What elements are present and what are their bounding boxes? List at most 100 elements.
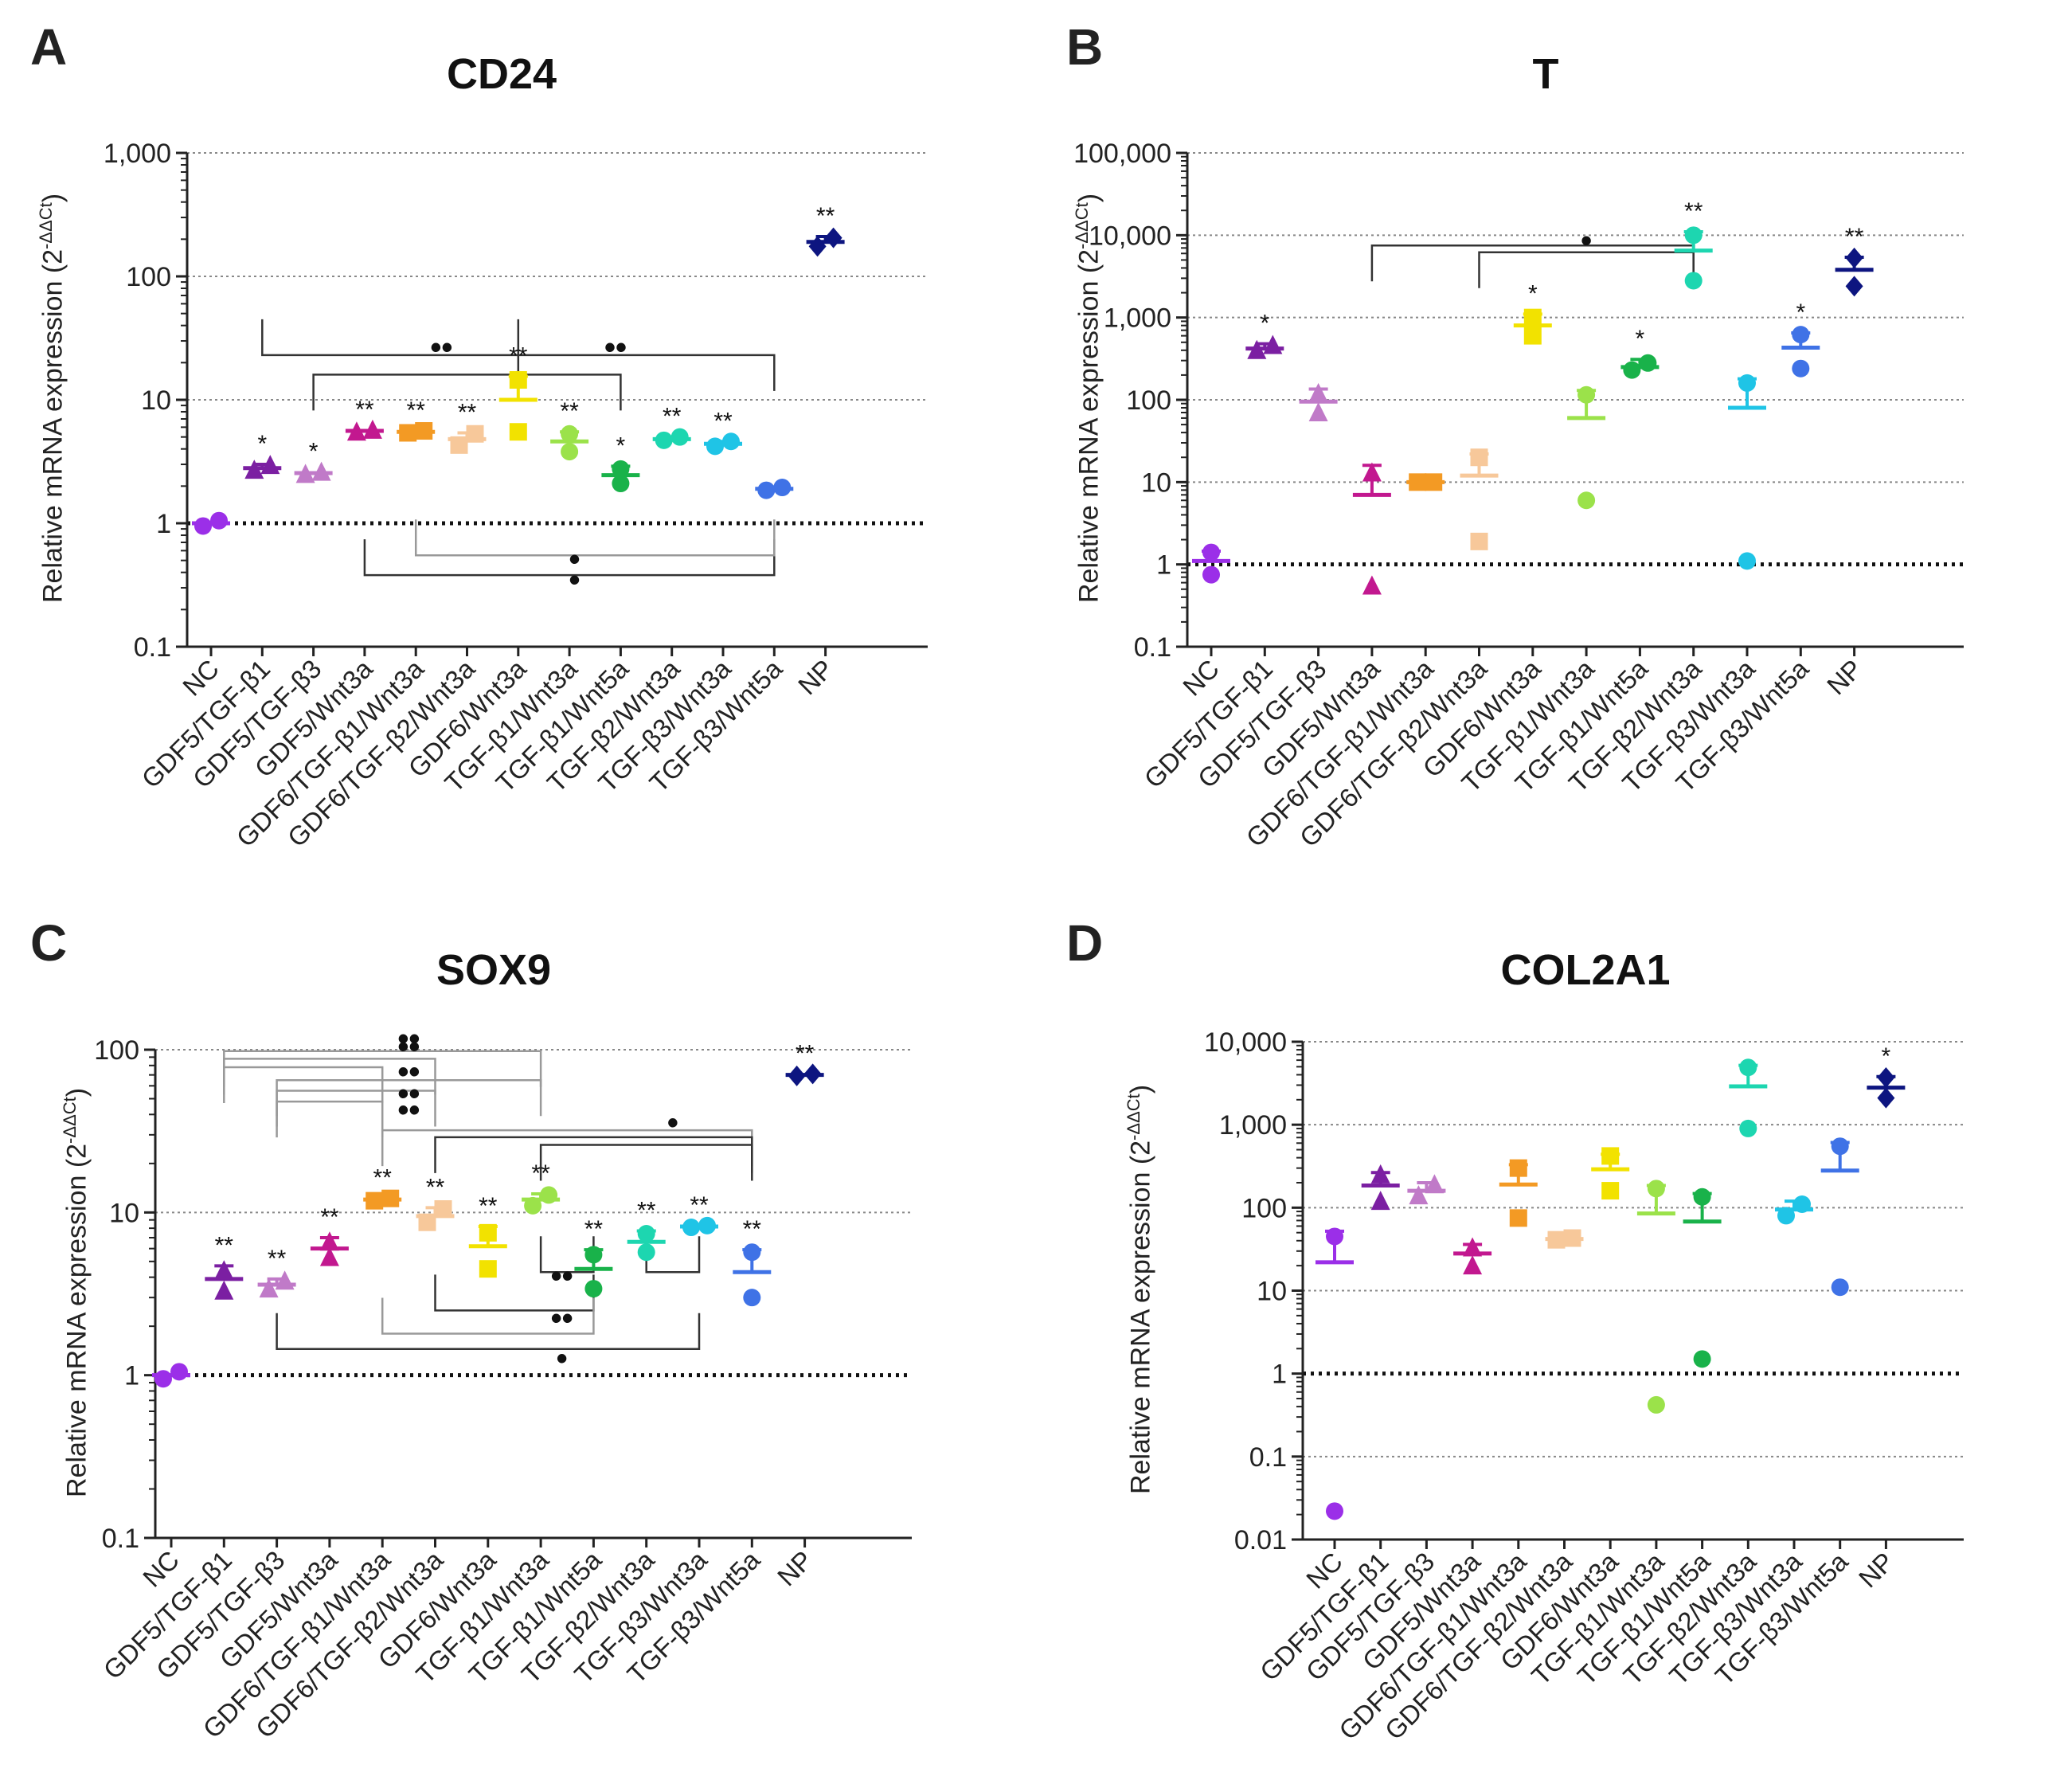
series-0 bbox=[1316, 1227, 1354, 1520]
data-point bbox=[584, 1280, 603, 1298]
series-5 bbox=[1460, 448, 1499, 550]
series-9: ** bbox=[627, 1198, 666, 1262]
data-point bbox=[1831, 1278, 1849, 1297]
series-8: ** bbox=[574, 1216, 613, 1298]
y-tick-label: 10,000 bbox=[1204, 1027, 1287, 1058]
y-tick-label: 1 bbox=[1156, 550, 1171, 581]
significance-label: ** bbox=[796, 1040, 815, 1066]
data-point bbox=[1577, 385, 1596, 404]
series-6: ** bbox=[468, 1193, 507, 1278]
x-tick-label: NP bbox=[1853, 1547, 1900, 1594]
series-0 bbox=[1192, 543, 1230, 584]
significance-bracket bbox=[434, 1136, 753, 1173]
data-point bbox=[757, 481, 776, 499]
data-point bbox=[319, 1246, 339, 1266]
data-point bbox=[1577, 491, 1596, 510]
significance-label: * bbox=[1796, 299, 1805, 326]
significance-bracket bbox=[414, 519, 776, 557]
series-9: ** bbox=[1674, 198, 1713, 290]
significance-label: ** bbox=[268, 1246, 287, 1272]
significance-mark: • bbox=[667, 1105, 678, 1141]
data-point bbox=[1792, 359, 1810, 378]
y-tick-label: 10 bbox=[141, 385, 171, 416]
series-3: ** bbox=[310, 1204, 349, 1266]
series-12: ** bbox=[806, 203, 845, 257]
significance-label: ** bbox=[509, 342, 528, 369]
series-7: ** bbox=[522, 1160, 561, 1215]
data-point bbox=[346, 421, 366, 441]
panel-a: 0.1 1 10 100 1,000 NC GDF5/TGF-β1 GDF5/TGF-β3 GD… bbox=[0, 0, 1036, 896]
y-tick-label: 100 bbox=[1126, 385, 1171, 416]
significance-mark: •• bbox=[397, 1029, 420, 1064]
data-point bbox=[1777, 1207, 1795, 1225]
series-5: ** bbox=[416, 1174, 455, 1231]
data-point bbox=[214, 1280, 234, 1300]
chart-b-title: T bbox=[1532, 50, 1559, 98]
data-point bbox=[1547, 1231, 1566, 1249]
data-point bbox=[808, 236, 827, 257]
ylabel-b-text: Relative mRNA expression (2 bbox=[1073, 248, 1104, 603]
data-point bbox=[682, 1219, 700, 1237]
series-4 bbox=[1406, 473, 1445, 491]
ylabel-a-end: ) bbox=[37, 193, 68, 203]
data-point bbox=[1739, 1119, 1757, 1137]
series-8: * bbox=[601, 432, 640, 493]
data-point bbox=[1739, 1058, 1757, 1077]
data-point bbox=[1425, 1174, 1445, 1194]
significance-label: ** bbox=[215, 1232, 234, 1258]
data-point bbox=[1845, 276, 1863, 297]
data-point bbox=[1362, 575, 1382, 595]
data-point bbox=[1523, 327, 1542, 345]
data-point bbox=[381, 1189, 400, 1207]
y-tick-label: 0.01 bbox=[1234, 1525, 1287, 1555]
ylabel-d-end: ) bbox=[1125, 1084, 1156, 1094]
series-11 bbox=[755, 479, 794, 499]
panel-d: 0.01 0.1 1 10 100 1,000 10,000 NC GDF5/TGF-β1 GDF… bbox=[1036, 896, 2072, 1792]
series-9 bbox=[1729, 1058, 1768, 1137]
data-point bbox=[1647, 1395, 1665, 1414]
y-tick-label: 100 bbox=[126, 262, 171, 292]
panel-b: 0.1 1 10 100 1,000 10,000 100,000 NC GDF5/TGF-β1… bbox=[1036, 0, 2072, 896]
series-5 bbox=[1545, 1229, 1584, 1249]
data-point bbox=[1409, 473, 1427, 491]
data-point bbox=[1308, 402, 1328, 422]
data-point bbox=[434, 1200, 452, 1219]
y-tick-label: 10 bbox=[109, 1198, 139, 1228]
data-point bbox=[466, 425, 484, 443]
data-point bbox=[743, 1289, 761, 1307]
series-10 bbox=[1775, 1195, 1813, 1225]
series-3: ** bbox=[345, 397, 384, 441]
data-point bbox=[1463, 1237, 1483, 1257]
series-4: ** bbox=[397, 397, 436, 442]
significance-label: ** bbox=[355, 397, 374, 423]
data-point bbox=[561, 443, 579, 461]
significance-label: * bbox=[257, 431, 267, 457]
data-point bbox=[698, 1216, 716, 1234]
y-tick-label: 1,000 bbox=[1104, 303, 1171, 334]
data-point bbox=[824, 227, 842, 248]
significance-bracket bbox=[381, 1297, 595, 1335]
significance-label: ** bbox=[373, 1165, 393, 1191]
significance-label: ** bbox=[531, 1160, 550, 1187]
series-0 bbox=[152, 1363, 190, 1388]
ylabel-d-sup: -ΔΔCt bbox=[1124, 1093, 1144, 1141]
significance-bracket bbox=[1370, 244, 1695, 282]
significance-mark: •• bbox=[604, 331, 627, 366]
data-point bbox=[1202, 543, 1220, 561]
y-tick-label: 0.1 bbox=[134, 632, 171, 663]
y-tick-label: 0.1 bbox=[1134, 632, 1171, 663]
data-point bbox=[1509, 1209, 1527, 1227]
data-point bbox=[1601, 1182, 1620, 1200]
ylabel-b-end: ) bbox=[1073, 193, 1104, 203]
significance-mark: •• bbox=[397, 1076, 420, 1111]
data-point bbox=[1470, 532, 1488, 550]
y-tick-label: 1 bbox=[156, 509, 171, 539]
significance-mark: •• bbox=[397, 1093, 420, 1128]
chart-d-ylabel: Relative mRNA expression (2-ΔΔCt) bbox=[1124, 1084, 1156, 1493]
data-point bbox=[1792, 326, 1810, 344]
series-7: ** bbox=[550, 398, 589, 461]
significance-label: ** bbox=[690, 1192, 709, 1219]
data-point bbox=[1877, 1087, 1895, 1109]
chart-d-title: COL2A1 bbox=[1500, 946, 1671, 994]
series-11: ** bbox=[733, 1216, 772, 1307]
